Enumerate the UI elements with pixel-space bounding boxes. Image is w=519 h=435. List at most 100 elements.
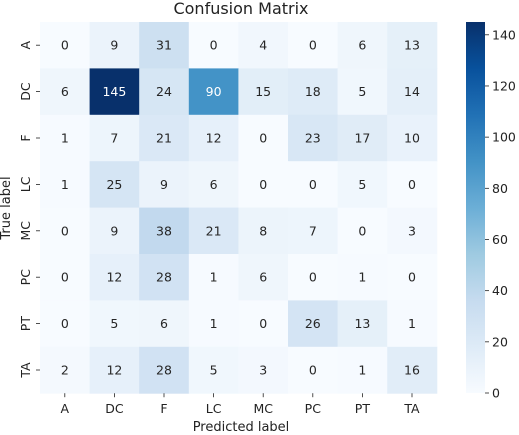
cell-value-label: 1 <box>358 363 366 378</box>
x-tick-label: TA <box>403 401 420 416</box>
cell-value-label: 16 <box>404 363 420 378</box>
heatmap-cell <box>337 68 388 116</box>
heatmap-cell <box>387 68 438 116</box>
cell-value-label: 5 <box>358 177 366 192</box>
cell-value-label: 5 <box>110 316 118 331</box>
heatmap-cell <box>139 68 190 116</box>
colorbar-tick-label: 140 <box>492 27 516 42</box>
colorbar-tick-label: 120 <box>492 78 516 93</box>
heatmap-cell <box>40 254 91 301</box>
cell-value-label: 18 <box>305 84 321 99</box>
cell-value-label: 5 <box>210 363 218 378</box>
heatmap-cell <box>238 346 289 394</box>
heatmap-cell <box>387 300 438 348</box>
heatmap-cell <box>387 207 438 255</box>
y-tick-label: PT <box>18 316 33 332</box>
cell-value-label: 24 <box>156 84 172 99</box>
heatmap-cell <box>89 114 140 162</box>
heatmap-cell <box>238 207 289 255</box>
chart-title: Confusion Matrix <box>173 0 308 18</box>
heatmap-cell <box>288 114 339 162</box>
cell-value-label: 1 <box>210 270 218 285</box>
heatmap-cell <box>188 114 239 162</box>
cell-value-label: 6 <box>259 270 267 285</box>
cell-value-label: 3 <box>259 363 267 378</box>
heatmap-cell <box>337 114 388 162</box>
cell-value-label: 0 <box>61 316 69 331</box>
heatmap-cell <box>188 68 239 116</box>
y-axis-label: True label <box>0 176 14 240</box>
cell-value-label: 9 <box>110 223 118 238</box>
colorbar-tick-label: 40 <box>492 283 508 298</box>
cell-value-label: 0 <box>358 223 366 238</box>
cell-value-label: 13 <box>404 38 420 53</box>
cell-value-label: 0 <box>259 177 267 192</box>
heatmap-cell <box>40 68 91 116</box>
cell-value-label: 0 <box>309 177 317 192</box>
heatmap-cell <box>139 207 190 255</box>
x-axis-label: Predicted label <box>193 420 290 435</box>
heatmap-cell <box>40 22 91 69</box>
x-tick-label: F <box>160 401 167 416</box>
cell-value-label: 10 <box>404 131 420 146</box>
heatmap-cell <box>288 254 339 301</box>
y-tick-label: PC <box>18 269 33 286</box>
cell-value-label: 13 <box>354 316 370 331</box>
heatmap-cell <box>387 346 438 394</box>
cell-value-label: 17 <box>354 131 370 146</box>
cell-value-label: 7 <box>309 223 317 238</box>
heatmap-cell <box>139 300 190 348</box>
cell-value-label: 38 <box>156 223 172 238</box>
cell-value-label: 7 <box>110 131 118 146</box>
heatmap-cell <box>188 346 239 394</box>
heatmap-cell <box>188 207 239 255</box>
heatmap-cell <box>238 114 289 162</box>
heatmap-cell <box>288 207 339 255</box>
cell-value-label: 6 <box>61 84 69 99</box>
y-tick-label: TA <box>18 362 33 379</box>
heatmap-cell <box>288 68 339 116</box>
cell-value-label: 15 <box>255 84 271 99</box>
cell-value-label: 28 <box>156 363 172 378</box>
colorbar-ticks: 0 20 40 60 80 100 120 140 <box>485 27 516 401</box>
cell-value-label: 14 <box>404 84 420 99</box>
heatmap-cell <box>288 300 339 348</box>
cell-value-label: 28 <box>156 270 172 285</box>
cell-value-label: 2 <box>61 363 69 378</box>
cell-value-label: 1 <box>210 316 218 331</box>
heatmap-cell <box>40 300 91 348</box>
heatmap-cell <box>387 114 438 162</box>
cell-value-label: 1 <box>408 316 416 331</box>
cell-value-label: 0 <box>259 316 267 331</box>
heatmap-cell <box>238 254 289 301</box>
cell-value-label: 0 <box>408 177 416 192</box>
heatmap-cell <box>387 22 438 69</box>
x-tick-label: A <box>61 401 70 416</box>
y-tick-label: A <box>18 40 33 49</box>
heatmap-cell <box>139 114 190 162</box>
heatmap-cell <box>188 22 239 69</box>
cell-value-label: 9 <box>110 38 118 53</box>
cell-value-label: 31 <box>156 38 172 53</box>
heatmap-cell <box>288 346 339 394</box>
colorbar-tick-label: 60 <box>492 232 508 247</box>
heatmap-cell <box>337 300 388 348</box>
x-tick-label: DC <box>105 401 124 416</box>
y-tick-label: F <box>18 134 33 141</box>
x-tick-label: PC <box>305 401 322 416</box>
heatmap-cell <box>238 161 289 209</box>
heatmap-cell <box>89 254 140 301</box>
cell-value-label: 0 <box>408 270 416 285</box>
y-axis-ticks: A DC F LC MC PC PT TA <box>18 40 40 379</box>
cell-value-label: 0 <box>61 270 69 285</box>
cell-value-label: 23 <box>305 131 321 146</box>
heatmap-cell <box>188 161 239 209</box>
colorbar-tick-label: 0 <box>492 386 500 401</box>
cell-value-label: 1 <box>61 177 69 192</box>
colorbar-tick-label: 100 <box>492 130 516 145</box>
cell-value-label: 0 <box>61 223 69 238</box>
heatmap-cell <box>337 161 388 209</box>
cell-value-label: 6 <box>210 177 218 192</box>
heatmap-cell <box>89 207 140 255</box>
cell-value-label: 3 <box>408 223 416 238</box>
